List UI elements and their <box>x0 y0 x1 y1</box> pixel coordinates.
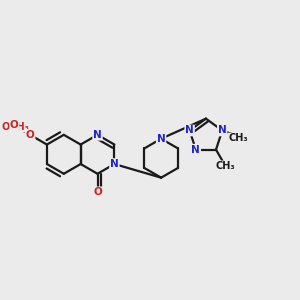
Text: O: O <box>26 130 34 140</box>
Text: O: O <box>26 130 34 140</box>
Text: N: N <box>93 130 102 140</box>
Text: CH₃: CH₃ <box>229 134 248 143</box>
Text: O: O <box>93 187 102 197</box>
Text: N: N <box>218 125 226 136</box>
Text: N: N <box>185 125 194 136</box>
Text: CH₃: CH₃ <box>215 161 235 171</box>
Text: N: N <box>110 159 119 169</box>
Text: O: O <box>10 120 19 130</box>
Text: OCH₃: OCH₃ <box>2 122 30 131</box>
Text: N: N <box>157 134 166 144</box>
Text: N: N <box>191 145 200 155</box>
